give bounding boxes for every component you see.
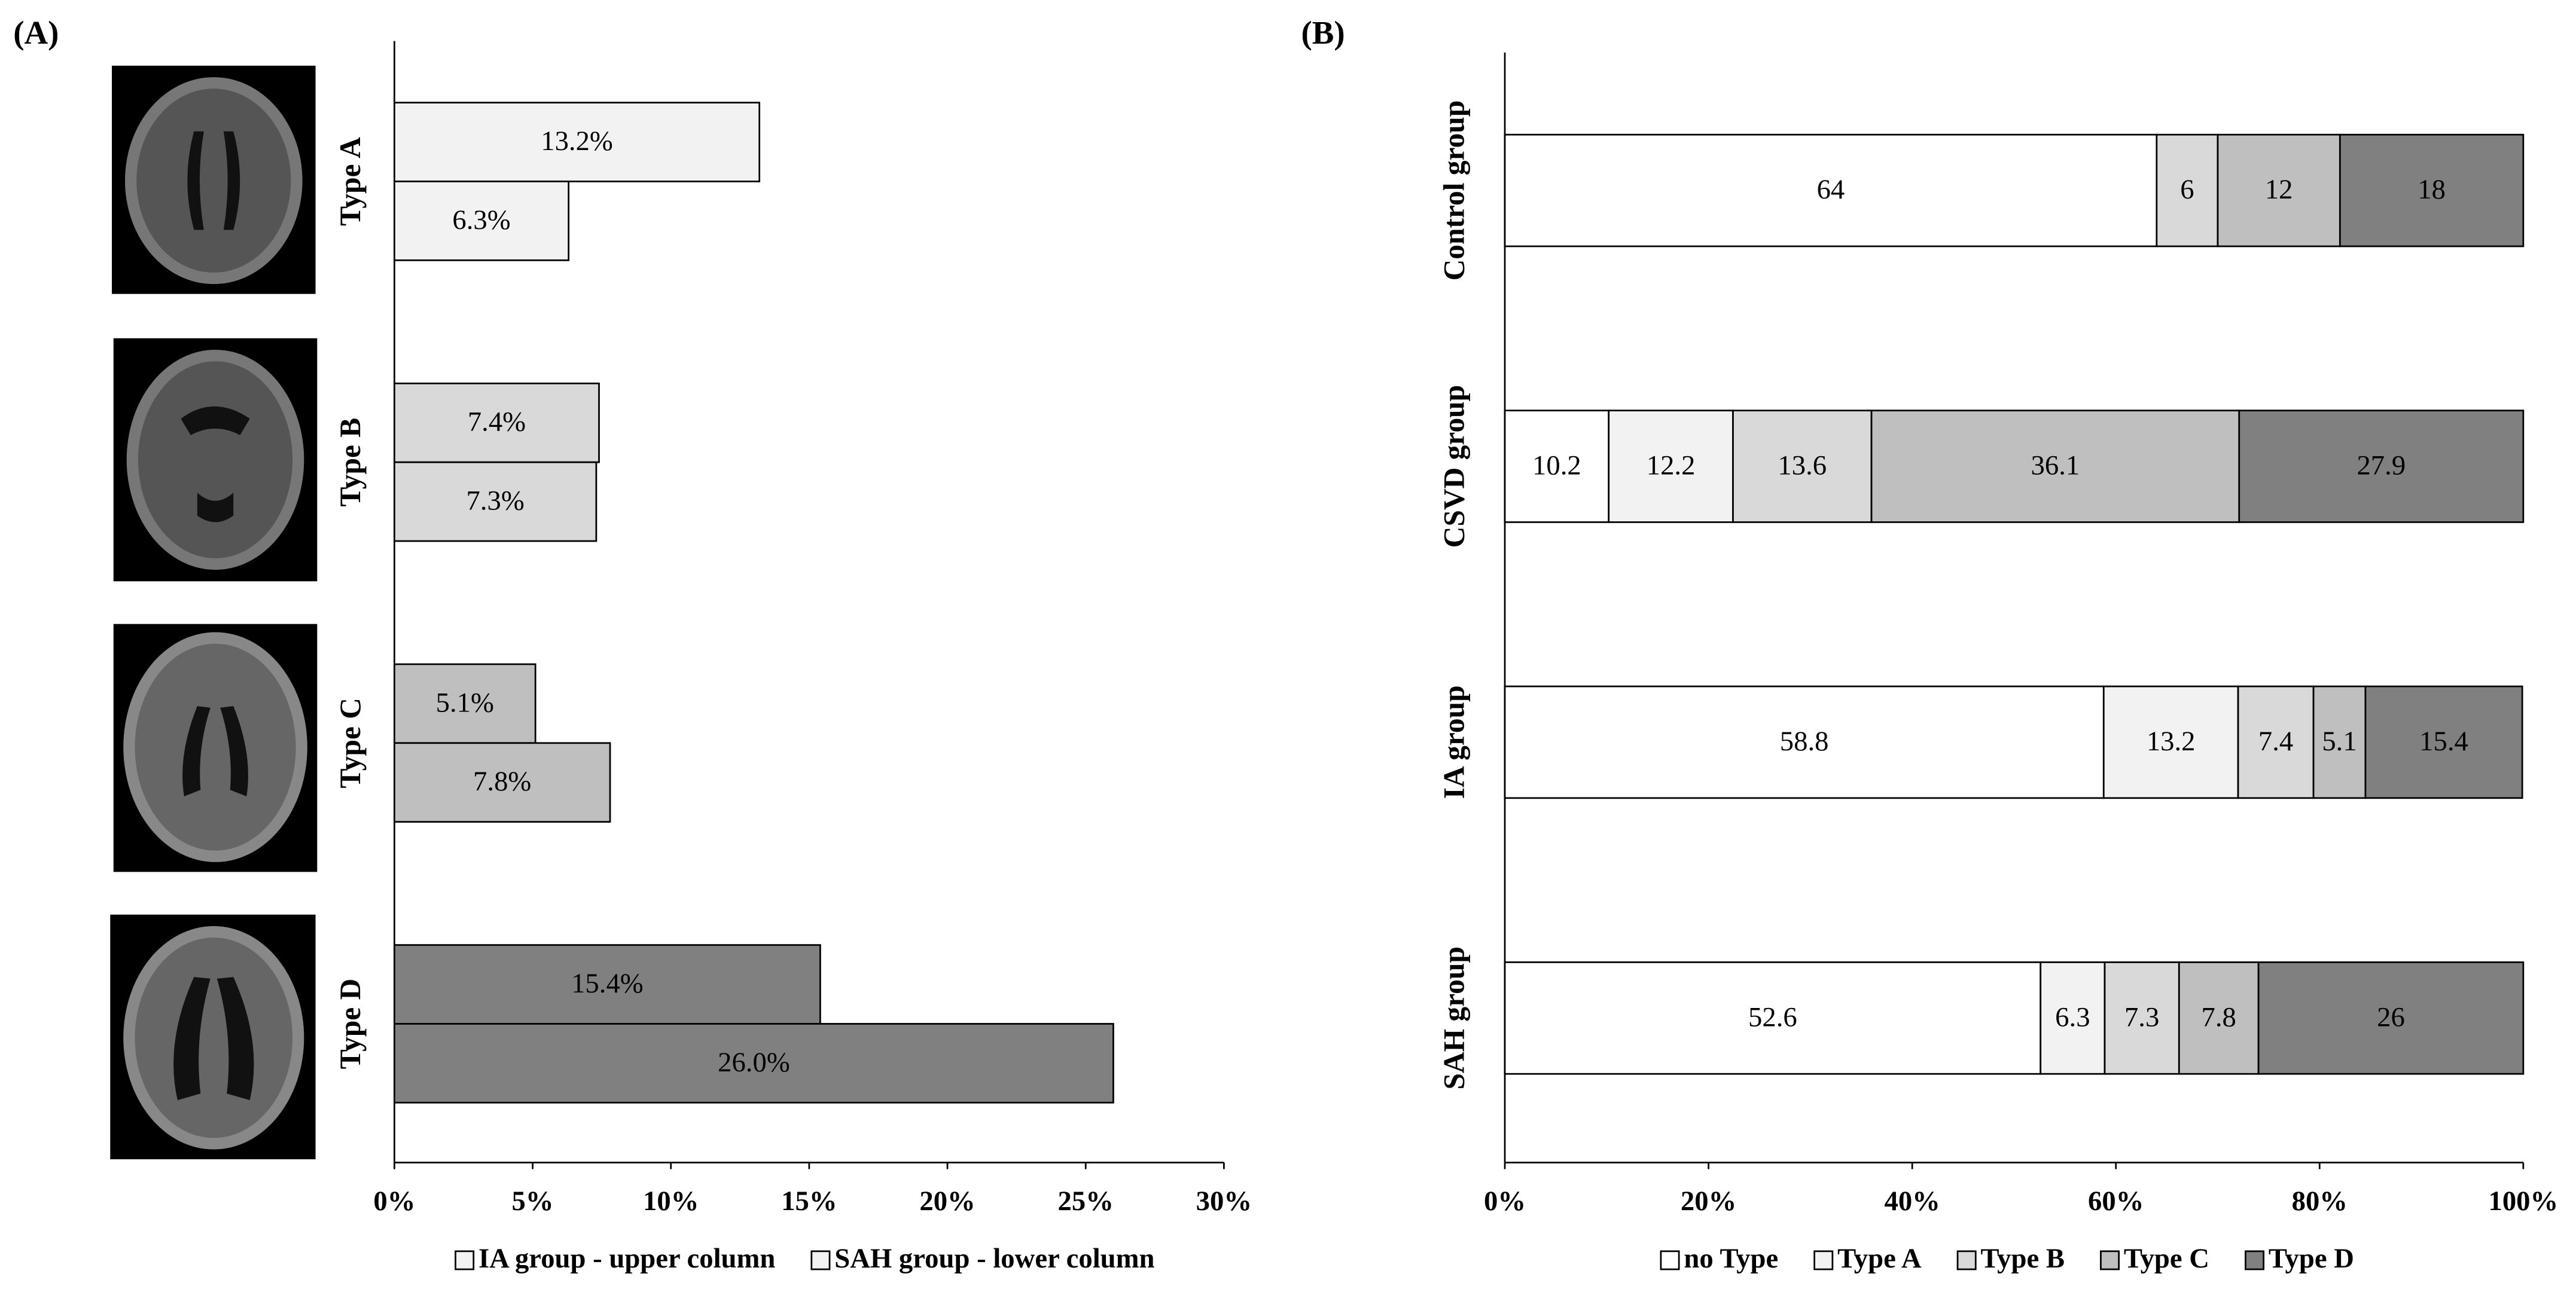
category-label: Type A — [334, 137, 367, 226]
category-label: Type B — [334, 418, 367, 507]
value-label: 7.8 — [2202, 1001, 2236, 1033]
x-tick-label: 60% — [2088, 1186, 2144, 1217]
bar-segment — [2156, 133, 2219, 248]
mri-images — [110, 65, 318, 1160]
value-label: 52.6 — [1748, 1001, 1797, 1033]
bar — [394, 944, 821, 1025]
x-tick-label: 30% — [1196, 1186, 1252, 1217]
legend: IA group - upper column SAH group - lower… — [455, 1243, 1155, 1274]
legend-label: Type B — [1981, 1243, 2065, 1274]
category-label: CSVD group — [1438, 385, 1471, 548]
value-label: 7.4% — [468, 407, 526, 438]
bar — [394, 1023, 1114, 1104]
x-tick-label: 80% — [2292, 1186, 2348, 1217]
value-label: 58.8 — [1780, 726, 1829, 757]
category-label: SAH group — [1438, 946, 1471, 1089]
bar-segment — [2217, 133, 2341, 248]
legend-label: Type A — [1837, 1243, 1922, 1274]
value-label: 13.6 — [1778, 450, 1827, 481]
bar-segment — [1504, 961, 2042, 1075]
value-label: 5.1% — [436, 687, 494, 718]
value-label: 7.8% — [473, 766, 531, 797]
category-label: Type C — [334, 698, 367, 788]
x-tick-label: 15% — [781, 1186, 837, 1217]
x-tick-label: 20% — [919, 1186, 975, 1217]
mri-image — [112, 65, 316, 294]
x-tick-label: 0% — [1484, 1186, 1526, 1217]
value-label: 12 — [2265, 174, 2293, 205]
category-label: Control group — [1438, 100, 1471, 281]
value-label: 5.1 — [2322, 726, 2356, 757]
legend-label: IA group - upper column — [478, 1243, 775, 1274]
x-tick-label: 100% — [2489, 1186, 2559, 1217]
value-label: 15.4 — [2419, 726, 2468, 757]
value-label: 6.3 — [2055, 1001, 2090, 1033]
panel-label: (B) — [1301, 14, 1345, 51]
bar — [394, 742, 611, 823]
bar-segment — [2104, 961, 2180, 1075]
legend-label: SAH group - lower column — [834, 1243, 1154, 1274]
bar — [394, 181, 570, 261]
bar-segment — [2178, 961, 2260, 1075]
bar — [394, 663, 536, 744]
bar-segment — [1732, 410, 1873, 523]
legend-swatch — [1813, 1250, 1834, 1270]
bar-segment — [2339, 133, 2525, 248]
value-label: 13.2% — [541, 126, 613, 157]
bar-segment — [2237, 685, 2315, 799]
bar-segment — [2257, 961, 2525, 1075]
x-tick-label: 20% — [1681, 1186, 1736, 1217]
legend-swatch — [1956, 1250, 1977, 1270]
value-label: 15.4% — [571, 968, 644, 999]
category-label: Type D — [334, 979, 367, 1069]
value-label: 12.2 — [1647, 450, 1696, 481]
legend-swatch — [455, 1250, 475, 1270]
legend-swatch — [1660, 1250, 1680, 1270]
category-label: IA group — [1438, 685, 1471, 799]
value-label: 27.9 — [2356, 450, 2406, 481]
bar — [394, 102, 761, 182]
x-tick-label: 5% — [512, 1186, 554, 1217]
legend-swatch — [810, 1250, 831, 1270]
mri-image — [113, 624, 318, 872]
legend-label: no Type — [1684, 1243, 1778, 1274]
legend-swatch — [2100, 1250, 2120, 1270]
legend-label: Type C — [2124, 1243, 2209, 1274]
value-label: 18 — [2418, 174, 2446, 205]
value-label: 6 — [2180, 174, 2194, 205]
value-label: 64 — [1817, 174, 1845, 205]
value-label: 7.3% — [467, 485, 525, 517]
bar-segment — [1504, 133, 2158, 248]
value-label: 36.1 — [2031, 450, 2080, 481]
bar-segment — [2040, 961, 2106, 1075]
legend-swatch — [2245, 1250, 2265, 1270]
x-tick-label: 25% — [1058, 1186, 1114, 1217]
x-tick-label: 0% — [373, 1186, 415, 1217]
legend: no Type Type A Type B Type C Type D — [1660, 1243, 2354, 1274]
x-tick-label: 10% — [643, 1186, 699, 1217]
value-label: 7.4 — [2258, 726, 2293, 757]
value-label: 6.3% — [452, 204, 510, 236]
panel-label: (A) — [13, 14, 59, 51]
bar-segment — [1504, 685, 2105, 799]
value-label: 26.0% — [718, 1047, 790, 1078]
legend-label: Type D — [2269, 1243, 2354, 1274]
value-label: 26 — [2377, 1001, 2405, 1033]
bar-segment — [2312, 685, 2367, 799]
mri-image — [113, 338, 318, 582]
mri-image — [110, 914, 316, 1160]
bar — [394, 461, 597, 542]
bar-segment — [2364, 685, 2523, 799]
bar-segment — [1504, 410, 1610, 523]
value-label: 13.2 — [2147, 726, 2196, 757]
value-label: 7.3 — [2124, 1001, 2159, 1033]
bar-segment — [2238, 410, 2525, 523]
bar-segment — [1870, 410, 2240, 523]
value-label: 10.2 — [1532, 450, 1581, 481]
bar-segment — [1608, 410, 1734, 523]
x-tick-label: 40% — [1884, 1186, 1940, 1217]
